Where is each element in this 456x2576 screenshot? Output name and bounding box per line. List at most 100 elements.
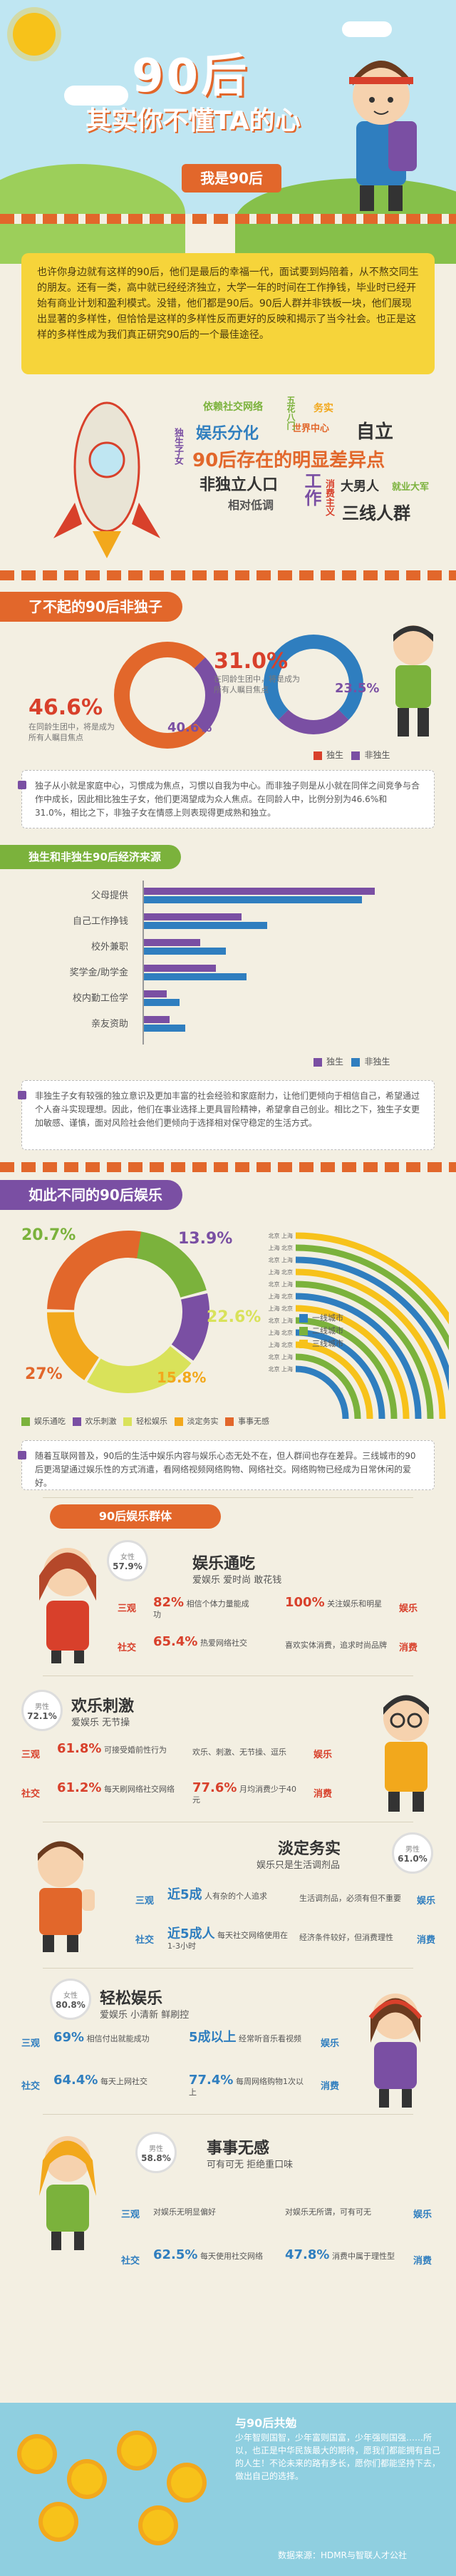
group-stat: 生活调剂品，必须有但不重要 bbox=[299, 1893, 406, 1904]
donut-slice bbox=[47, 1231, 142, 1311]
income-bar bbox=[144, 913, 242, 920]
group-desc: 娱乐只是生活调剂品 bbox=[256, 1860, 341, 1871]
dim-label: 消费 bbox=[417, 1935, 436, 1946]
slice-value: 27% bbox=[25, 1365, 63, 1383]
keyword: 世界中心 bbox=[292, 424, 330, 434]
share-bubble: 女性 57.9% bbox=[107, 1540, 148, 1581]
student-character-icon bbox=[349, 61, 417, 211]
dim-label: 社交 bbox=[21, 2081, 41, 2092]
keyword: 娱乐分化 bbox=[196, 425, 259, 443]
group-stat: 77.4% 每周网络购物1次以上 bbox=[189, 2073, 310, 2098]
group-stat: 对娱乐无明显偏好 bbox=[153, 2207, 274, 2217]
dim-label: 消费 bbox=[314, 1789, 333, 1800]
slice-value: 15.8% bbox=[157, 1369, 207, 1386]
city-arc-label: 北京 上海 bbox=[268, 1365, 293, 1372]
dim-label: 娱乐 bbox=[399, 1603, 418, 1614]
city-arc bbox=[295, 1244, 449, 1350]
divider-line bbox=[43, 2114, 413, 2115]
city-arc-label: 北京 上海 bbox=[268, 1353, 293, 1360]
stat-text: 人有杂的个人追求 bbox=[204, 1892, 268, 1901]
note-entertainment: 随着互联网普及，90后的生活中娱乐内容与娱乐心态无处不在，但人群间也存在差异。三… bbox=[18, 1440, 435, 1490]
city-arc bbox=[295, 1256, 449, 1392]
headphone-girl-character-icon bbox=[368, 1993, 423, 2108]
glasses-character-icon bbox=[383, 1695, 429, 1812]
stat-text: 生活调剂品，必须有但不重要 bbox=[299, 1894, 401, 1903]
stat-value: 61.2% bbox=[57, 1780, 102, 1795]
legend-swatch bbox=[314, 1057, 322, 1067]
hero-subtitle: 其实你不懂TA的心 bbox=[86, 106, 301, 135]
share-label: 女性 bbox=[120, 1554, 135, 1561]
slice-value: 13.9% bbox=[178, 1230, 233, 1248]
group-name: 淡定务实 bbox=[278, 1840, 341, 1858]
legend-swatch bbox=[174, 1417, 183, 1426]
dim-label: 三观 bbox=[135, 1896, 155, 1907]
stat-value: 77.4% bbox=[189, 2073, 234, 2088]
stat-text: 每天上网社交 bbox=[100, 2077, 147, 2086]
calm-girl-character-icon bbox=[39, 2136, 96, 2250]
stat-text: 每天刷网络社交网络 bbox=[103, 1785, 175, 1794]
income-bar bbox=[144, 939, 201, 946]
keyword: 独生子女 bbox=[172, 428, 183, 465]
stat-value: 近5成人 bbox=[167, 1926, 215, 1941]
footer-text: 少年智则国智，少年富则国富，少年强则国强……所以，也正是中华民族最大的期待，愿我… bbox=[235, 2433, 441, 2481]
share-label: 男性 bbox=[35, 1703, 49, 1711]
boy-character-icon bbox=[393, 625, 433, 737]
stat-text: 欢乐、刺激、无节操、逗乐 bbox=[192, 1748, 286, 1757]
city-arc bbox=[295, 1281, 434, 1420]
only-child-pct: 31.0% bbox=[214, 649, 289, 674]
city-arc-label: 北京 上海 bbox=[268, 1232, 293, 1239]
section-title-groups: 90后娱乐群体 bbox=[50, 1504, 221, 1529]
share-bubble: 女性 80.8% bbox=[50, 1979, 91, 2020]
share-value: 80.8% bbox=[56, 2000, 86, 2010]
share-bubble: 男性 72.1% bbox=[21, 1690, 63, 1731]
stat-value: 64.4% bbox=[53, 2073, 98, 2088]
legend-swatch bbox=[225, 1417, 234, 1426]
share-value: 57.9% bbox=[113, 1561, 142, 1571]
keyword: 务实 bbox=[314, 403, 333, 414]
only-child-pct-desc: 在同龄生团中，将是成为所有人瞩目焦点 bbox=[28, 722, 115, 742]
keyword: 五花八门 bbox=[286, 396, 296, 430]
city-arc-label: 上海 北京 bbox=[268, 1329, 293, 1336]
city-arc bbox=[295, 1293, 422, 1420]
share-value: 61.0% bbox=[398, 1854, 428, 1864]
group-stat: 65.4% 热爱网络社交 bbox=[153, 1636, 274, 1648]
stat-text: 经济条件较好，但消费理性 bbox=[299, 1933, 393, 1942]
income-bar bbox=[144, 999, 180, 1006]
cloud-icon bbox=[64, 86, 128, 106]
keyword: 就业大军 bbox=[392, 482, 430, 493]
donut-slice bbox=[171, 1293, 209, 1361]
dim-label: 三观 bbox=[118, 1603, 137, 1614]
legend-swatch bbox=[351, 1057, 361, 1067]
legend-swatch bbox=[351, 751, 361, 760]
section-title-income: 独生和非独生90后经济来源 bbox=[0, 845, 181, 869]
city-arc bbox=[295, 1232, 449, 1325]
city-arc bbox=[295, 1317, 398, 1420]
legend-label: 独生 bbox=[326, 1057, 344, 1067]
sunflower-icon bbox=[142, 2510, 174, 2541]
income-category-label: 校内勤工俭学 bbox=[72, 993, 128, 1004]
divider-line bbox=[43, 1497, 413, 1498]
divider-stripe bbox=[0, 1162, 456, 1172]
only-child-pct: 40.6% bbox=[167, 720, 212, 735]
dim-label: 娱乐 bbox=[417, 1896, 436, 1907]
legend-swatch bbox=[21, 1417, 30, 1426]
thumbs-up-character-icon bbox=[38, 1841, 95, 1952]
dim-label: 三观 bbox=[21, 2038, 41, 2049]
dim-label: 娱乐 bbox=[321, 2038, 340, 2049]
stat-text: 消费中属于理性型 bbox=[331, 2252, 395, 2261]
section-title-entertainment: 如此不同的90后娱乐 bbox=[0, 1180, 182, 1210]
stat-text: 热爱网络社交 bbox=[200, 1638, 247, 1648]
keyword: 依赖社交网络 bbox=[203, 401, 263, 413]
city-arc-label: 上海 北京 bbox=[268, 1305, 293, 1312]
stat-text: 月均消费少于40元 bbox=[192, 1785, 296, 1805]
group-stat: 喜欢实体消费，追求时尚品牌 bbox=[285, 1640, 392, 1651]
income-bar bbox=[144, 948, 227, 955]
income-category-label: 校外兼职 bbox=[90, 942, 128, 953]
income-bar bbox=[144, 888, 375, 895]
share-value: 58.8% bbox=[141, 2153, 171, 2163]
group-stat: 对娱乐无所谓，可有可无 bbox=[285, 2207, 406, 2217]
section-title-only-child: 了不起的90后非独子 bbox=[0, 592, 182, 622]
group-stat: 61.8% 可接受婚前性行为 bbox=[57, 1743, 171, 1755]
only-child-pct: 23.5% bbox=[335, 681, 380, 696]
